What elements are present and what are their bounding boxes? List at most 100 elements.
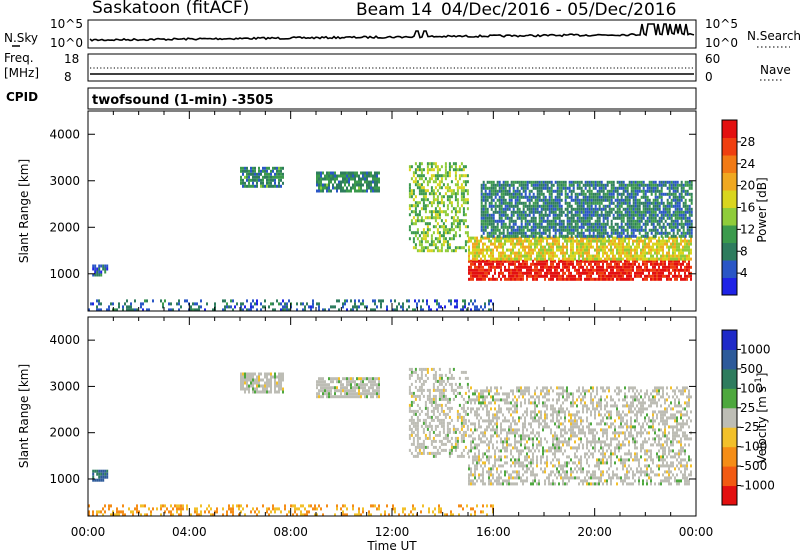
power-cell — [446, 243, 449, 247]
power-cell — [516, 236, 518, 240]
power-cell — [612, 189, 615, 193]
power-cell — [266, 178, 268, 182]
power-cell — [450, 204, 453, 208]
power-cell — [662, 248, 664, 252]
vel-cell — [442, 391, 445, 395]
power-cell — [440, 186, 443, 190]
power-cell — [424, 216, 427, 220]
power-cell — [588, 228, 591, 232]
power-cell — [664, 259, 666, 263]
power-cell — [498, 198, 501, 202]
power-cell — [540, 180, 543, 184]
power-cell — [588, 248, 590, 252]
power-cell — [554, 239, 556, 243]
power-cell — [580, 189, 583, 193]
power-cell — [628, 192, 631, 196]
vel-cell — [428, 424, 431, 428]
power-cell — [642, 216, 645, 220]
vel-cell — [442, 394, 445, 398]
power-cell — [682, 239, 684, 243]
power-cell — [444, 210, 447, 214]
vel-cell — [408, 373, 411, 377]
power-cell — [616, 201, 619, 205]
power-cell — [472, 236, 474, 240]
power-cell — [676, 186, 679, 190]
vel-cell — [258, 378, 260, 382]
power-cell — [588, 271, 590, 275]
power-cell — [432, 243, 435, 247]
power-cell — [578, 186, 581, 190]
power-cell — [596, 210, 599, 214]
power-cell — [582, 257, 584, 261]
power-cell — [540, 265, 542, 269]
power-cell — [534, 239, 536, 243]
power-cell — [676, 254, 678, 258]
vel-cell — [478, 443, 480, 447]
power-cell — [248, 175, 250, 179]
vel-cell — [416, 445, 419, 449]
power-cell — [412, 171, 415, 175]
power-cell — [420, 240, 423, 244]
vel-cell — [242, 387, 244, 391]
power-cell — [690, 231, 693, 235]
vel-cell — [424, 403, 427, 407]
power-cell — [532, 201, 535, 205]
power-cell — [572, 277, 574, 281]
power-cell — [588, 210, 591, 214]
power-cell — [644, 183, 647, 187]
power-cell — [618, 204, 621, 208]
power-cell — [324, 174, 326, 178]
power-cell — [666, 216, 669, 220]
vel-cell — [350, 392, 352, 396]
power-cell — [622, 277, 624, 281]
power-cell — [508, 277, 510, 281]
power-cell — [636, 210, 639, 214]
power-cell — [644, 257, 646, 261]
power-cell — [666, 268, 668, 272]
power-cell — [622, 248, 624, 252]
power-cell — [640, 257, 642, 261]
power-cell — [510, 254, 512, 258]
power-cell — [530, 183, 533, 187]
power-cell — [622, 198, 625, 202]
power-cell — [596, 236, 598, 240]
power-cell — [436, 165, 439, 169]
power-cell — [474, 274, 476, 278]
power-cell — [676, 277, 678, 281]
power-cell — [482, 231, 485, 235]
power-cell — [546, 198, 549, 202]
power-cell — [546, 236, 548, 240]
power-cell — [460, 162, 463, 166]
power-cell — [568, 225, 571, 229]
power-cell — [142, 308, 144, 312]
vel-cell — [432, 445, 435, 449]
vel-cell — [482, 407, 484, 411]
power-cell — [620, 245, 622, 249]
power-cell — [476, 239, 478, 243]
power-cell — [454, 249, 457, 253]
power-cell — [556, 213, 559, 217]
power-cell — [620, 216, 623, 220]
power-cell — [376, 186, 378, 190]
power-cell — [616, 195, 619, 199]
power-cell — [446, 231, 449, 235]
power-cell — [528, 248, 530, 252]
power-cell — [650, 228, 653, 232]
power-cell — [424, 231, 427, 235]
power-cell — [506, 257, 508, 261]
vel-cell — [414, 397, 417, 401]
power-cell — [524, 257, 526, 261]
power-cell — [574, 210, 577, 214]
vel-cell — [480, 440, 482, 444]
power-cell — [540, 234, 543, 238]
power-cell — [580, 231, 583, 235]
power-cell — [654, 186, 657, 190]
power-cell — [544, 228, 547, 232]
power-cell — [624, 245, 626, 249]
power-cell — [654, 210, 657, 214]
power-cell — [326, 186, 328, 190]
power-cell — [418, 165, 421, 169]
power-cell — [366, 183, 368, 187]
power-cell — [550, 204, 553, 208]
vel-cell — [484, 404, 486, 408]
